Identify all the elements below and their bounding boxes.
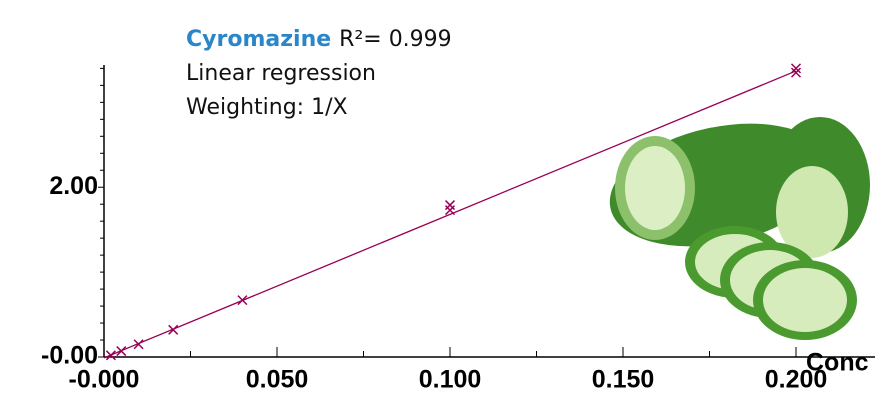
point (444, 205, 456, 216)
weighting: Weighting: 1/X (186, 95, 348, 120)
x-tick-label: -0.000 (69, 366, 140, 394)
point (237, 295, 248, 306)
compound: Cyromazine (186, 27, 331, 52)
x-tick-label: 0.100 (419, 366, 482, 394)
point (168, 324, 179, 335)
x-axis-label: Conc (806, 349, 869, 377)
cucumber-illustration (609, 117, 870, 340)
y-tick-label: 2.00 (49, 172, 98, 200)
info-line-1: Cyromazine R²= 0.999 (186, 27, 452, 52)
y-tick-label: -0.00 (41, 342, 98, 370)
regression-line (103, 70, 797, 359)
x-tick-label: 0.050 (246, 366, 309, 394)
point (105, 350, 116, 361)
point (790, 63, 802, 74)
point (790, 67, 802, 78)
x-tick-label: 0.150 (592, 366, 655, 394)
x-tick-label: 0.200 (765, 366, 828, 394)
r-squared: R²= 0.999 (339, 27, 452, 52)
point (133, 339, 144, 350)
regression-type: Linear regression (186, 61, 376, 86)
point (116, 346, 127, 357)
point (444, 200, 456, 211)
